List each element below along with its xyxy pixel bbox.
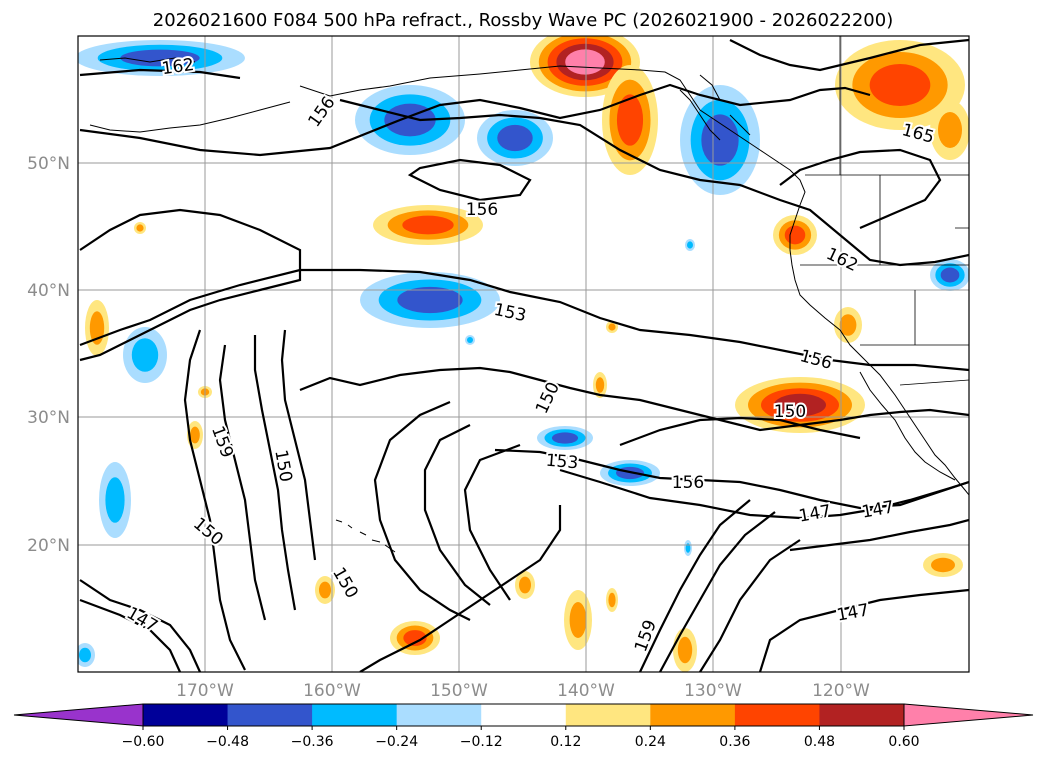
coastlines (89, 57, 969, 553)
shaded-region (774, 393, 826, 417)
lat-label: 40°N (27, 281, 70, 301)
shaded-region (685, 543, 691, 553)
shaded-region (687, 241, 693, 249)
shaded-region (869, 64, 931, 106)
shaded-region (595, 377, 605, 393)
colorbar-tick-label: 0.24 (635, 734, 666, 750)
refractivity-contours (79, 38, 969, 672)
lon-label: 150°W (430, 681, 488, 701)
shaded-region (608, 592, 616, 608)
colorbar-tick-label: 0.36 (719, 734, 750, 750)
shaded-region (467, 337, 473, 343)
colorbar-tick-label: 0.12 (550, 734, 581, 750)
colorbar-segment (143, 704, 229, 726)
colorbar-segment (734, 704, 820, 726)
colorbar-tick-label: −0.24 (375, 734, 418, 750)
shaded-region (120, 49, 200, 67)
lon-label: 160°W (303, 681, 361, 701)
shaded-region (519, 576, 531, 594)
lon-label: 170°W (176, 681, 234, 701)
shaded-region (402, 215, 454, 235)
colorbar: −0.60 −0.48 −0.36 −0.24 −0.12 0.12 0.24 0.36 0.4… (13, 703, 1034, 750)
shaded-region (136, 224, 144, 232)
shaded-region (569, 602, 587, 638)
colorbar-segment (396, 704, 482, 726)
shaded-region (551, 432, 579, 444)
shaded-region (79, 647, 91, 663)
shaded-region (497, 124, 533, 152)
contour-label: 153 (545, 451, 579, 474)
shaded-region (190, 426, 200, 444)
shaded-region (319, 581, 331, 599)
colorbar-tick-label: −0.48 (206, 734, 249, 750)
shaded-region (397, 286, 463, 314)
shaded-region (403, 630, 427, 646)
lon-label: 120°W (812, 681, 870, 701)
shaded-region (608, 323, 616, 331)
shaded-region (931, 557, 955, 573)
shaded-region (131, 338, 159, 372)
colorbar-tick-label: −0.12 (460, 734, 503, 750)
shaded-region (938, 112, 962, 148)
shaded-region (940, 267, 960, 283)
latitude-labels: 50°N 40°N 30°N 20°N (27, 154, 70, 556)
lon-label: 140°W (557, 681, 615, 701)
colorbar-segment (312, 704, 398, 726)
lat-label: 30°N (27, 408, 70, 428)
colorbar-arrow-high (903, 703, 1034, 727)
shaded-region (839, 314, 857, 336)
contour-label: 150 (774, 402, 806, 422)
lat-label: 20°N (27, 536, 70, 556)
colorbar-tick-label: 0.60 (888, 734, 919, 750)
colorbar-segment (565, 704, 651, 726)
contour-label: 156 (466, 200, 498, 220)
shaded-region (565, 49, 605, 75)
lon-label: 130°W (684, 681, 742, 701)
colorbar-segment (227, 704, 313, 726)
longitude-labels: 170°W 160°W 150°W 140°W 130°W 120°W (176, 681, 870, 701)
colorbar-tick-label: −0.36 (291, 734, 334, 750)
lat-label: 50°N (27, 154, 70, 174)
shaded-region (105, 477, 125, 523)
contour-label: 156 (672, 473, 704, 493)
shaded-region (784, 225, 806, 245)
shaded-region (677, 636, 693, 664)
colorbar-frame (142, 703, 905, 727)
colorbar-tick-label: 0.48 (804, 734, 835, 750)
colorbar-tick-label: −0.60 (122, 734, 165, 750)
map-frame (77, 35, 970, 673)
colorbar-segment (650, 704, 736, 726)
shaded-region (616, 94, 644, 146)
chart-title: 2026021600 F084 500 hPa refract., Rossby… (153, 10, 894, 31)
colorbar-arrow-low (13, 703, 144, 727)
colorbar-segment (481, 704, 567, 726)
colorbar-segment (819, 704, 905, 726)
